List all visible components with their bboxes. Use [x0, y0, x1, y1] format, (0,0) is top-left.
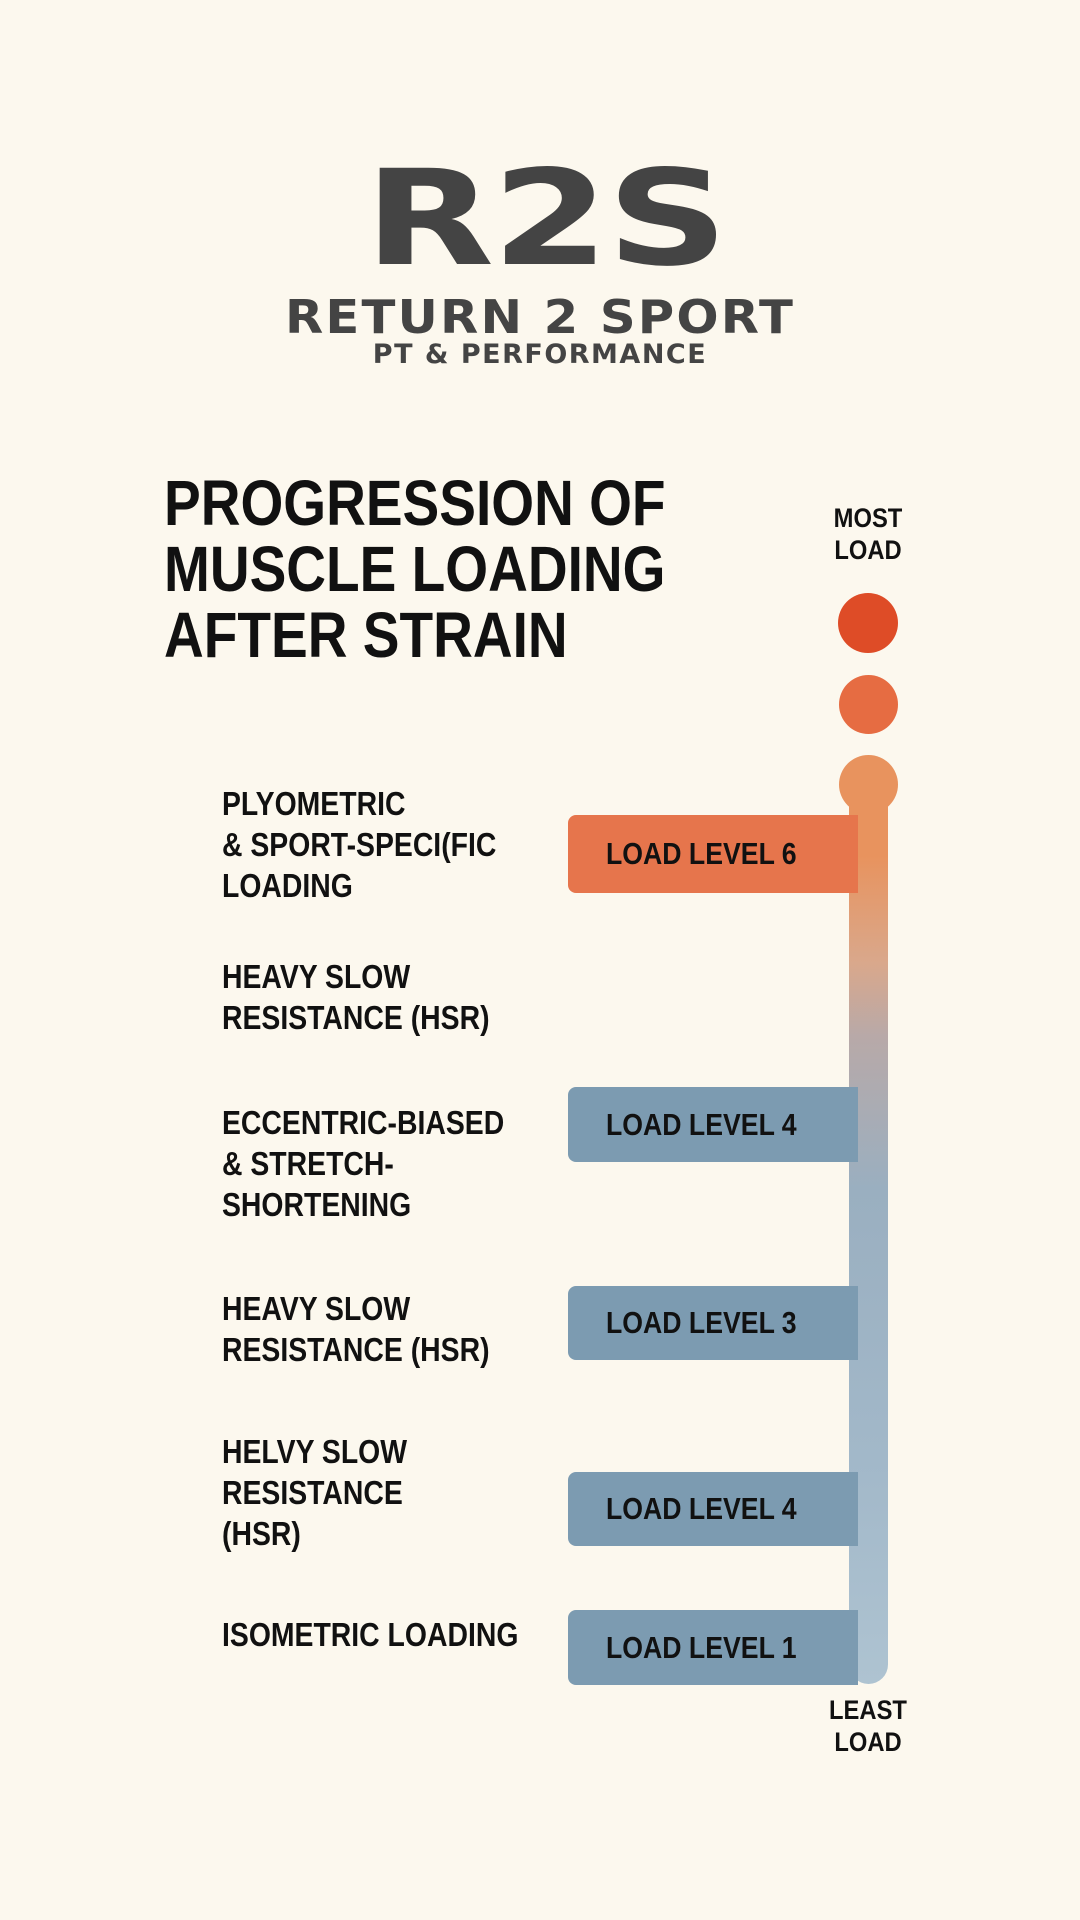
- stage-label-eccentric: ECCENTRIC-BIASED & STRETCH- SHORTENING: [222, 1102, 504, 1225]
- page-title: PROGRESSION OF MUSCLE LOADING AFTER STRA…: [164, 467, 666, 671]
- load-level-text: LOAD LEVEL 4: [606, 1491, 797, 1526]
- load-level-bar: LOAD LEVEL 4: [568, 1472, 858, 1546]
- load-level-bar: LOAD LEVEL 4: [568, 1087, 858, 1162]
- stage-label-line: & SPORT-SPECI(FIC: [222, 826, 497, 863]
- load-scale-bar: [849, 784, 888, 1684]
- brand-name: RETURN 2 SPORT: [285, 290, 795, 344]
- stage-label-line: & STRETCH-: [222, 1145, 394, 1182]
- least-load-label: LEAST LOAD: [815, 1694, 921, 1758]
- stage-label-plyometric: PLYOMETRIC & SPORT-SPECI(FIC LOADING: [222, 783, 496, 906]
- stage-label-hsr: HEAVY SLOW RESISTANCE (HSR): [222, 1288, 490, 1370]
- brand-logo-mark: R2S: [364, 142, 728, 296]
- load-level-text: LOAD LEVEL 6: [606, 836, 797, 871]
- stage-label-line: HEAVY SLOW: [222, 1290, 411, 1327]
- most-load-label-line: MOST: [833, 503, 903, 533]
- load-dot-icon: [839, 675, 898, 734]
- stage-label-isometric: ISOMETRIC LOADING: [222, 1614, 518, 1655]
- least-load-label-line: LEAST: [829, 1695, 907, 1725]
- stage-label-line: LOADING: [222, 867, 353, 904]
- stage-label-line: RESISTANCE (HSR): [222, 1331, 490, 1368]
- brand-tagline: PT & PERFORMANCE: [372, 339, 708, 370]
- load-level-bar: LOAD LEVEL 6: [568, 815, 858, 893]
- stage-label-line: HELVY SLOW: [222, 1433, 408, 1470]
- stage-label-line: HEAVY SLOW: [222, 958, 411, 995]
- stage-label-line: PLYOMETRIC: [222, 785, 406, 822]
- least-load-label-line: LOAD: [834, 1727, 902, 1757]
- load-level-bar: LOAD LEVEL 3: [568, 1286, 858, 1360]
- stage-label-line: RESISTANCE (HSR): [222, 999, 490, 1036]
- title-line: PROGRESSION OF: [164, 467, 666, 539]
- title-line: AFTER STRAIN: [164, 599, 568, 671]
- title-line: MUSCLE LOADING: [164, 533, 666, 605]
- load-level-bar: LOAD LEVEL 1: [568, 1610, 858, 1685]
- stage-label-hsr: HEAVY SLOW RESISTANCE (HSR): [222, 956, 490, 1038]
- stage-label-hsr: HELVY SLOW RESISTANCE (HSR): [222, 1431, 407, 1554]
- most-load-label-line: LOAD: [834, 535, 902, 565]
- stage-label-line: ISOMETRIC LOADING: [222, 1616, 519, 1653]
- load-dot-icon: [838, 593, 898, 653]
- load-level-text: LOAD LEVEL 1: [606, 1629, 797, 1665]
- stage-label-line: (HSR): [222, 1515, 301, 1552]
- most-load-label: MOST LOAD: [815, 502, 921, 566]
- load-level-text: LOAD LEVEL 3: [606, 1305, 797, 1340]
- stage-label-line: RESISTANCE: [222, 1474, 403, 1511]
- stage-label-line: SHORTENING: [222, 1186, 412, 1223]
- stage-label-line: ECCENTRIC-BIASED: [222, 1104, 505, 1141]
- load-level-text: LOAD LEVEL 4: [606, 1106, 797, 1142]
